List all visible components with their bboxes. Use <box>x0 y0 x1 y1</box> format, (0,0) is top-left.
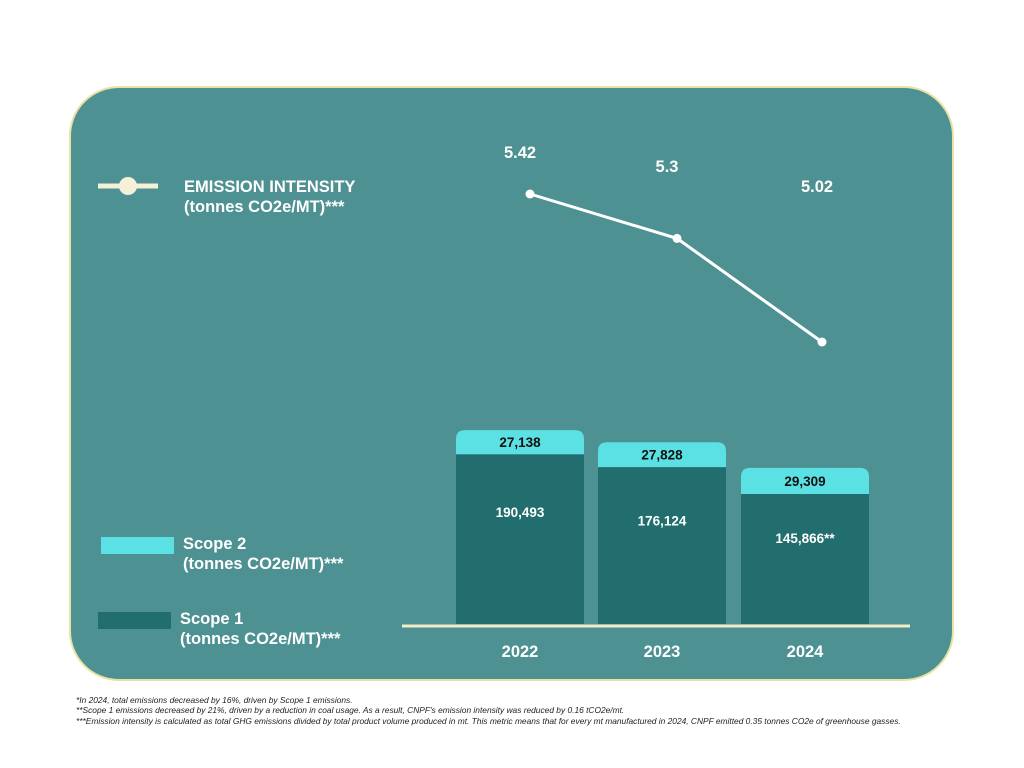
scope2-legend-title: Scope 2 <box>183 535 247 553</box>
bar-scope1-2023 <box>598 467 726 624</box>
bar-scope1-2022 <box>456 454 584 624</box>
label-scope2-2023: 27,828 <box>641 448 683 463</box>
label-scope1-2024: 145,866** <box>775 531 835 546</box>
intensity-point-2022 <box>525 189 535 199</box>
intensity-legend-label: EMISSION INTENSITY (tonnes CO2e/MT)*** <box>184 177 355 217</box>
x-tick-2024: 2024 <box>787 643 825 661</box>
scope2-legend-label: Scope 2 (tonnes CO2e/MT)*** <box>183 534 343 574</box>
footnote-3: ***Emission intensity is calculated as t… <box>76 715 901 726</box>
intensity-line-layer: 5.42 5.3 5.02 <box>504 144 833 347</box>
scope1-legend-title: Scope 1 <box>180 610 244 628</box>
footnote-2: **Scope 1 emissions decreased by 21%, dr… <box>76 705 625 716</box>
bars-layer: 27,138 190,493 27,828 176,124 29,309 145,866*… <box>456 430 869 624</box>
intensity-legend-icon <box>98 177 158 195</box>
intensity-legend-title: EMISSION INTENSITY <box>184 178 356 196</box>
scope2-legend-swatch <box>101 537 174 554</box>
scope1-legend-label: Scope 1 (tonnes CO2e/MT)*** <box>180 609 340 649</box>
bar-scope2-2022 <box>456 430 584 455</box>
x-tick-labels: 2022 2023 2024 <box>502 643 825 661</box>
bar-scope1-2024 <box>741 494 869 624</box>
scope1-legend-swatch <box>98 612 171 629</box>
label-scope2-2024: 29,309 <box>784 474 825 489</box>
scope1-legend-unit: (tonnes CO2e/MT)*** <box>180 630 341 648</box>
bar-scope2-2023 <box>598 442 726 468</box>
x-tick-2022: 2022 <box>502 643 539 661</box>
footnotes: *In 2024, total emissions decreased by 1… <box>76 695 976 726</box>
intensity-label-2022: 5.42 <box>504 144 536 162</box>
label-scope2-2022: 27,138 <box>499 435 541 450</box>
intensity-point-2024 <box>817 337 827 347</box>
label-scope1-2023: 176,124 <box>638 513 687 528</box>
x-tick-2023: 2023 <box>644 643 681 661</box>
intensity-line <box>529 192 823 344</box>
scope2-legend-unit: (tonnes CO2e/MT)*** <box>183 555 344 573</box>
intensity-label-2023: 5.3 <box>656 158 679 176</box>
footnote-1: *In 2024, total emissions decreased by 1… <box>76 695 353 705</box>
label-scope1-2022: 190,493 <box>496 505 545 520</box>
intensity-label-2024: 5.02 <box>801 178 833 196</box>
bar-scope2-2024 <box>741 467 869 495</box>
intensity-legend-unit: (tonnes CO2e/MT)*** <box>184 198 345 216</box>
intensity-point-2023 <box>672 233 682 243</box>
